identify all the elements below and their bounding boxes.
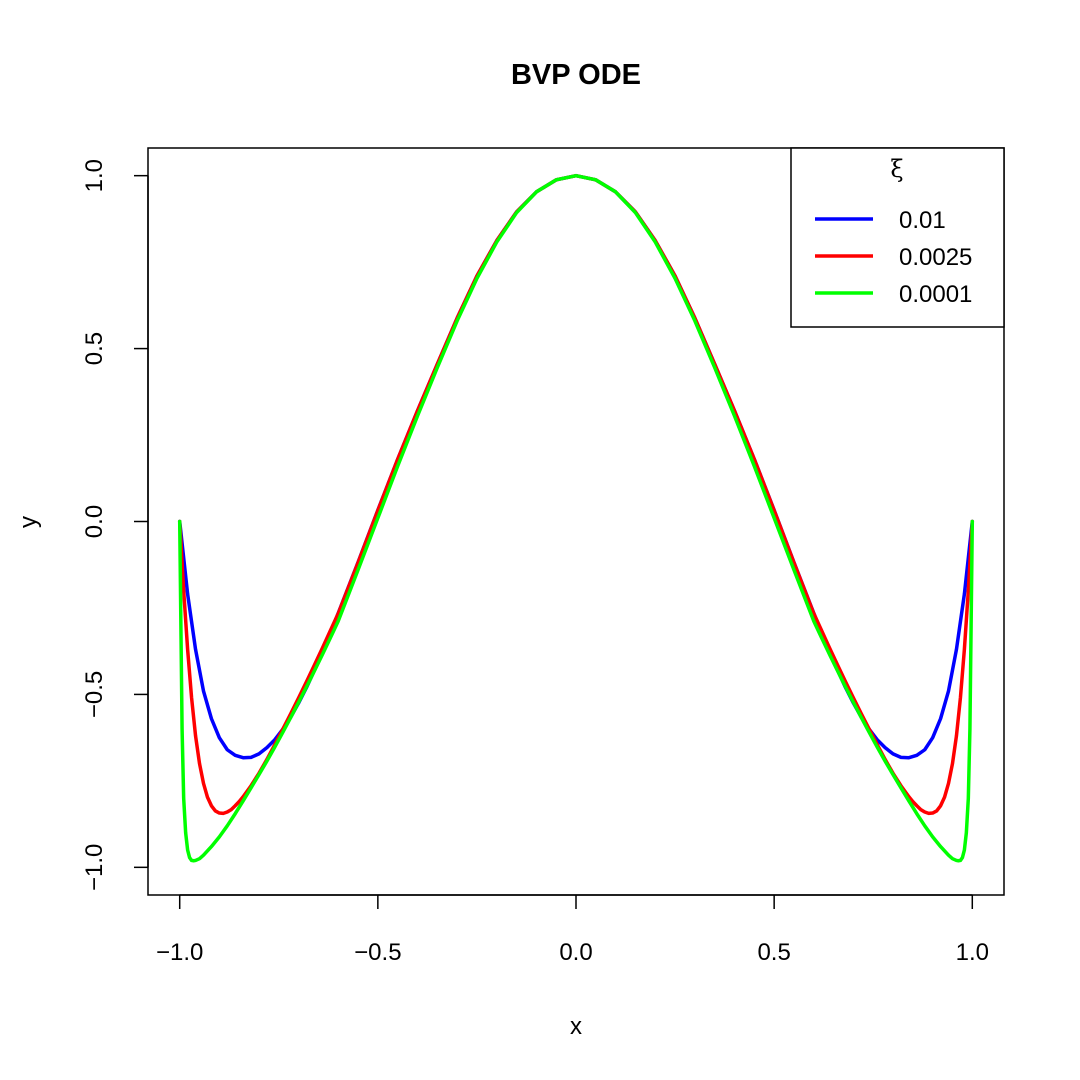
y-tick-label: 0.5 xyxy=(81,332,108,365)
x-tick-label: 0.5 xyxy=(757,939,790,966)
x-tick-label: −0.5 xyxy=(354,939,401,966)
chart-title: BVP ODE xyxy=(511,59,641,91)
x-tick-label: 0.0 xyxy=(559,939,592,966)
series-group xyxy=(177,173,975,863)
y-tick-label: 1.0 xyxy=(81,159,108,192)
y-tick-label: −1.0 xyxy=(81,844,108,891)
x-axis: −1.0 −0.5 0.0 0.5 1.0 xyxy=(156,894,989,966)
series-line-2 xyxy=(177,173,975,863)
legend-items: 0.01 0.0025 0.0001 xyxy=(815,207,972,308)
y-tick-label: 0.0 xyxy=(81,505,108,538)
legend: ξ 0.01 0.0025 0.0001 xyxy=(790,147,1005,328)
x-tick-label: −1.0 xyxy=(156,939,203,966)
y-tick-label: −0.5 xyxy=(81,671,108,718)
y-axis-label: y xyxy=(15,516,42,528)
legend-label: 0.0001 xyxy=(899,281,972,308)
legend-title: ξ xyxy=(890,155,903,183)
x-axis-label: x xyxy=(570,1013,582,1040)
legend-label: 0.0025 xyxy=(899,244,972,271)
x-tick-label: 1.0 xyxy=(956,939,989,966)
legend-box xyxy=(790,147,1005,328)
y-axis: −1.0 −0.5 0.0 0.5 1.0 xyxy=(81,159,149,891)
legend-label: 0.01 xyxy=(899,207,946,234)
